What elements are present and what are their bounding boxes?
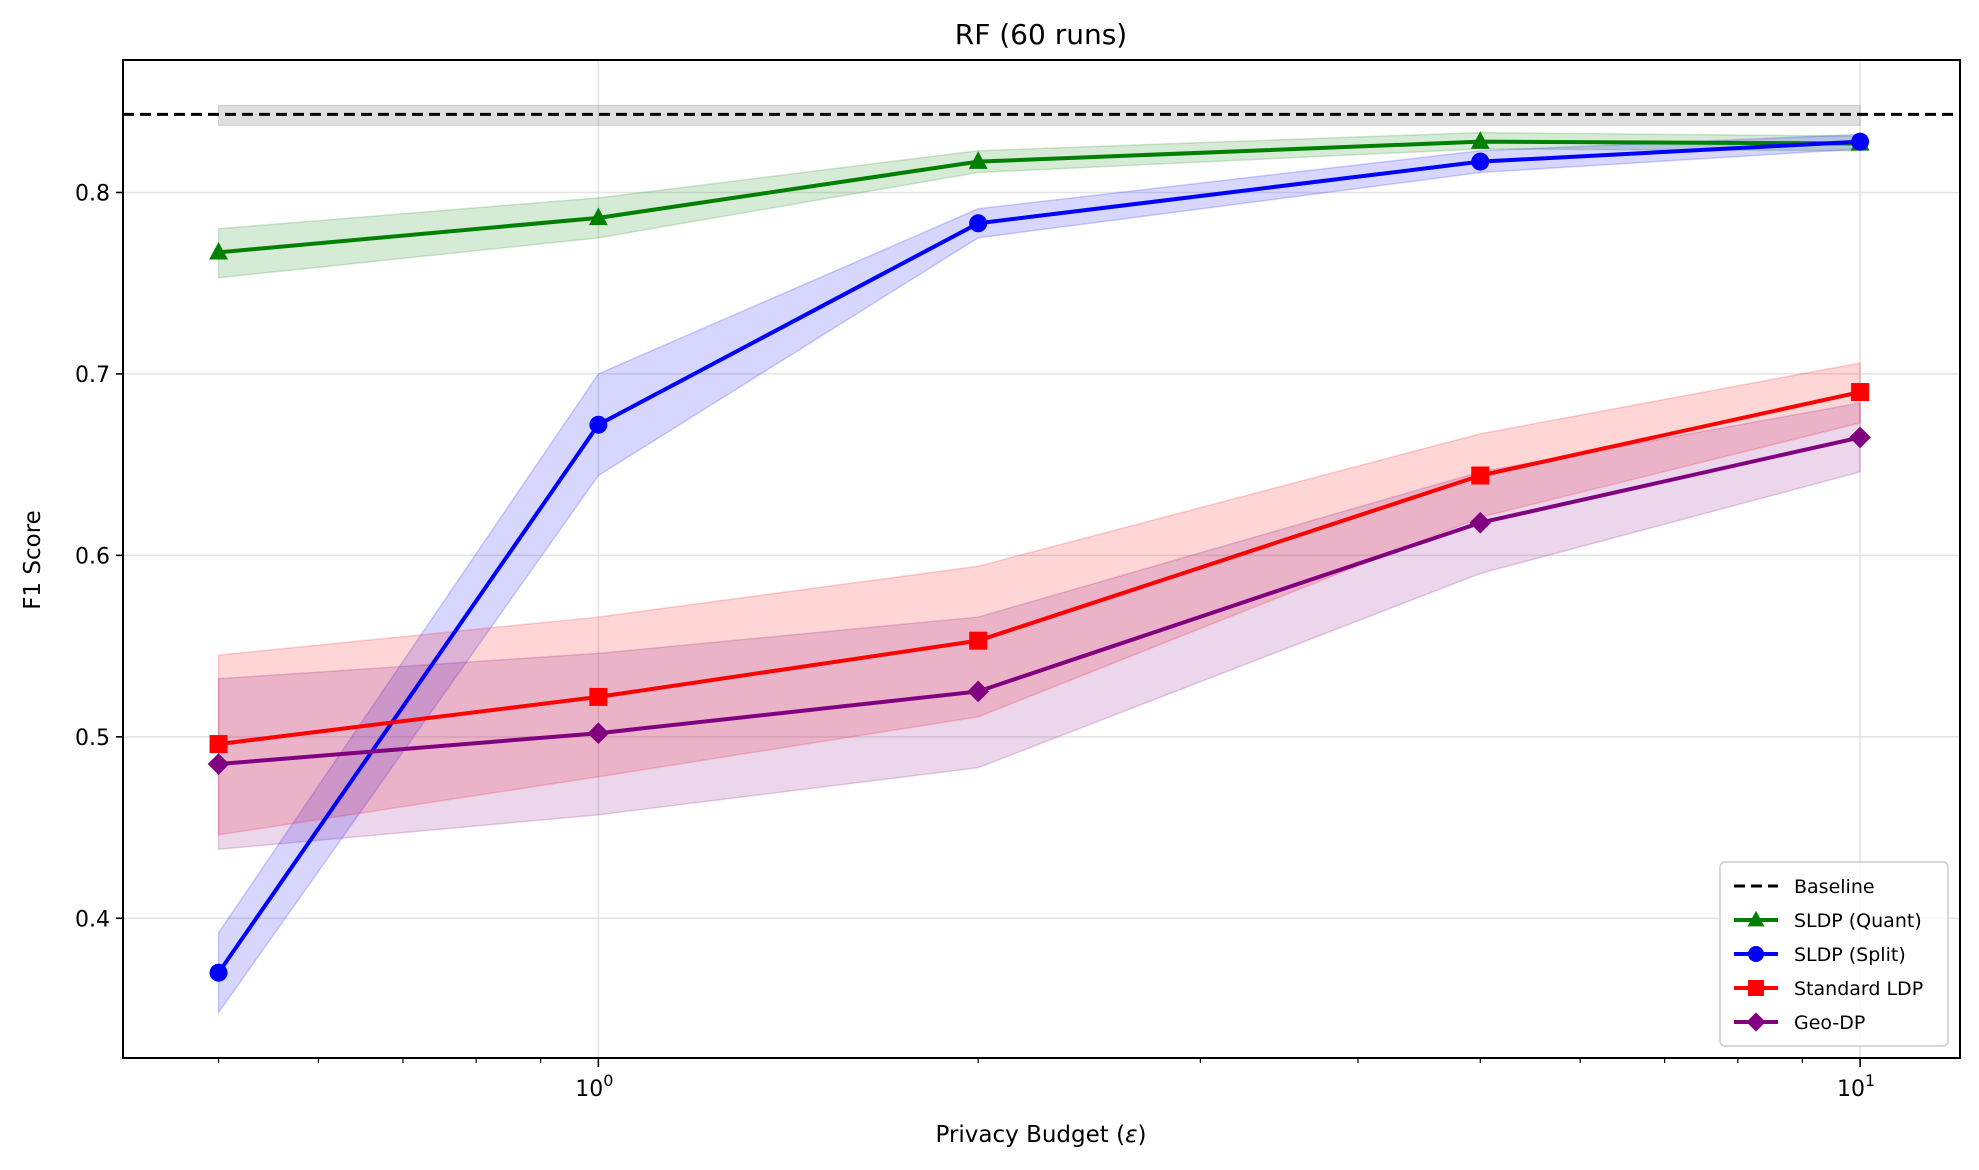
grid bbox=[123, 60, 1960, 1058]
data-point bbox=[1469, 511, 1492, 534]
confidence-bands bbox=[217, 104, 1861, 1015]
legend-label: Baseline bbox=[1794, 876, 1875, 898]
data-point bbox=[1746, 1012, 1766, 1032]
data-point bbox=[207, 753, 230, 775]
legend-label: SLDP (Split) bbox=[1794, 944, 1906, 966]
legend-label: Geo-DP bbox=[1794, 1012, 1865, 1034]
legend-label: Standard LDP bbox=[1794, 978, 1923, 1000]
data-point bbox=[588, 207, 608, 226]
data-point bbox=[209, 241, 228, 260]
legend-label: SLDP (Quant) bbox=[1794, 910, 1922, 932]
legend: Baseline SLDP (Quant) SLDP (Split) Standard… bbox=[1719, 861, 1949, 1047]
data-point bbox=[1851, 132, 1870, 151]
axes-frame bbox=[122, 59, 1961, 1059]
data-point bbox=[1471, 466, 1490, 485]
confidence-band bbox=[217, 402, 1861, 851]
data-point bbox=[1470, 131, 1490, 149]
series-markers bbox=[207, 131, 1871, 982]
legend-item: Baseline bbox=[1734, 876, 1875, 898]
data-point bbox=[1849, 426, 1871, 449]
legend-item: SLDP (Quant) bbox=[1734, 910, 1922, 932]
data-point bbox=[969, 214, 988, 233]
x-axis-label: Privacy Budget (ε) bbox=[935, 1122, 1146, 1148]
data-point bbox=[1851, 383, 1870, 402]
confidence-band bbox=[217, 131, 1861, 279]
data-point bbox=[1747, 910, 1765, 927]
y-tick-label: 0.6 bbox=[75, 544, 110, 569]
data-point bbox=[968, 151, 988, 169]
data-point bbox=[209, 963, 228, 982]
data-point bbox=[967, 680, 989, 703]
data-point bbox=[589, 415, 608, 434]
legend-item: SLDP (Split) bbox=[1734, 944, 1906, 966]
legend-item: Standard LDP bbox=[1734, 978, 1923, 1000]
legend-box bbox=[1719, 861, 1949, 1047]
axis-ticks: 0.4 0.5 0.6 0.7 0.8 100 101 bbox=[75, 181, 1875, 1102]
data-point bbox=[969, 631, 988, 650]
data-point bbox=[209, 735, 228, 754]
confidence-band bbox=[217, 362, 1861, 836]
plot-area: 0.4 0.5 0.6 0.7 0.8 100 101 bbox=[75, 59, 1961, 1102]
legend-item: Geo-DP bbox=[1734, 1012, 1865, 1034]
data-point bbox=[587, 722, 610, 744]
data-point bbox=[589, 687, 608, 706]
x-tick-label: 101 bbox=[1837, 1071, 1875, 1102]
y-tick-label: 0.8 bbox=[75, 181, 110, 206]
data-point bbox=[1748, 946, 1764, 962]
y-axis-label: F1 Score bbox=[20, 510, 46, 610]
y-tick-label: 0.5 bbox=[75, 726, 110, 751]
y-tick-label: 0.7 bbox=[75, 363, 110, 388]
chart-title: RF (60 runs) bbox=[955, 18, 1127, 51]
data-point bbox=[1748, 980, 1764, 996]
data-point bbox=[1471, 152, 1490, 171]
x-tick-label: 100 bbox=[575, 1071, 613, 1102]
y-tick-label: 0.4 bbox=[75, 907, 110, 932]
